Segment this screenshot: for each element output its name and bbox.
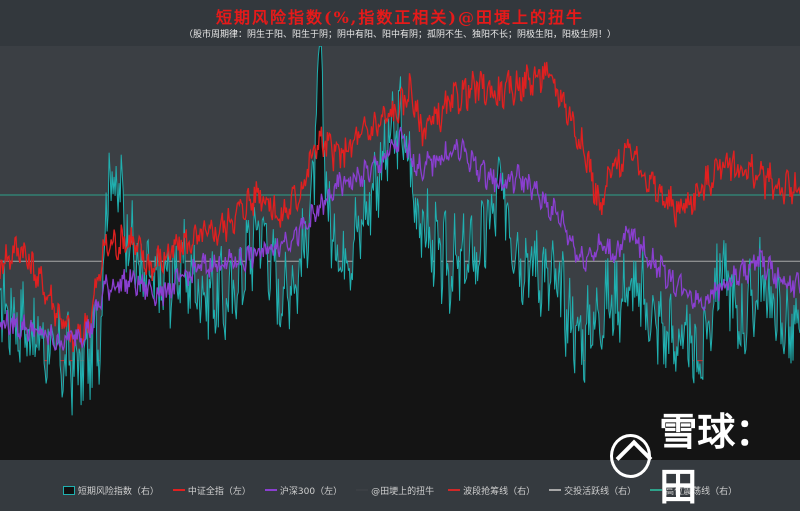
- legend-label: 高位震荡线（右）: [665, 486, 738, 497]
- series-area-1: [0, 46, 800, 460]
- legend-label: 沪深300（左）: [279, 486, 343, 497]
- legend-swatch: [549, 489, 562, 491]
- legend-item: 高位震荡线（右）: [650, 484, 737, 497]
- chart-svg: [0, 45, 800, 460]
- plot-area: [0, 45, 800, 460]
- series-line-1: [0, 45, 800, 416]
- snowball-logo-icon: [610, 434, 652, 478]
- legend-label: 波段抢筹线（右）: [463, 486, 536, 497]
- chart-header: 短期风险指数(%,指数正相关)@田埂上的扭牛 （股市周期律：阴生于阳、阳生于阴；…: [0, 0, 800, 46]
- legend-label: 短期风险指数（右）: [77, 486, 159, 497]
- legend-item: 沪深300（左）: [264, 484, 343, 497]
- legend-swatch: [356, 489, 369, 491]
- legend-item: 中证全指（左）: [172, 484, 251, 497]
- chart-legend: 短期风险指数（右） 中证全指（左） 沪深300（左） @田埂上的扭牛 波段抢筹线（右） 交…: [0, 480, 800, 500]
- watermark: 雪球：田: [610, 410, 800, 509]
- legend-swatch: [650, 489, 663, 491]
- legend-item: 短期风险指数（右）: [62, 484, 159, 497]
- series-line-2: [0, 61, 800, 353]
- chart-subtitle: （股市周期律：阴生于阳、阳生于阴；阴中有阳、阳中有阴；孤阴不生、独阳不长；阴极生…: [183, 30, 616, 40]
- series-line-3: [0, 126, 800, 352]
- chart-title: 短期风险指数(%,指数正相关)@田埂上的扭牛: [216, 8, 584, 27]
- legend-swatch: [264, 489, 277, 491]
- legend-swatch: [172, 489, 185, 491]
- legend-item: @田埂上的扭牛: [356, 484, 434, 497]
- legend-label: @田埂上的扭牛: [371, 486, 435, 497]
- legend-swatch: [448, 489, 461, 491]
- legend-label: 交投活跃线（右）: [564, 486, 637, 497]
- legend-item: 波段抢筹线（右）: [448, 484, 535, 497]
- legend-label: 中证全指（左）: [187, 486, 251, 497]
- watermark-text: 雪球：田: [659, 410, 774, 509]
- legend-item: 交投活跃线（右）: [549, 484, 636, 497]
- legend-swatch: [62, 485, 75, 495]
